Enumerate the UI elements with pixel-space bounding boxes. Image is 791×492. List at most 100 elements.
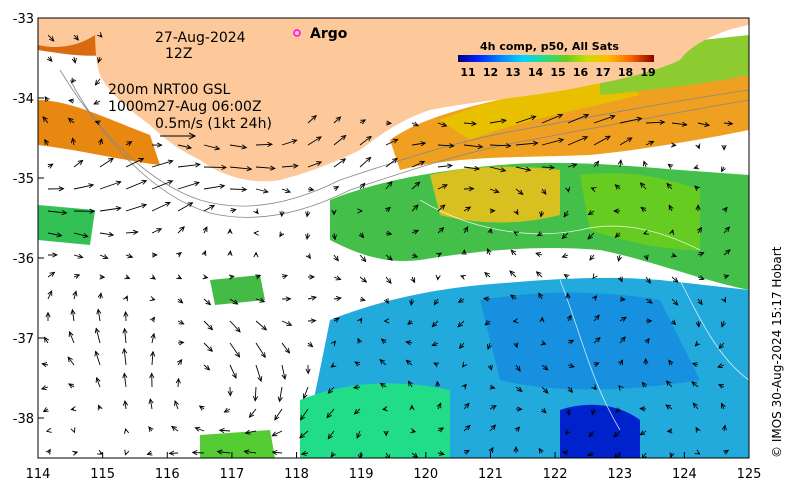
current-vector-head — [97, 57, 103, 64]
current-vector-head — [487, 364, 493, 371]
current-vector-head — [704, 122, 711, 128]
current-vector-head — [695, 426, 701, 433]
current-vector — [484, 272, 491, 278]
current-vector-head — [357, 317, 363, 324]
current-vector-head — [241, 144, 248, 150]
current-vector — [99, 181, 121, 190]
y-tick-label: -34 — [13, 92, 34, 107]
current-vector-head — [176, 274, 183, 280]
current-vector-head — [72, 450, 79, 456]
current-vector-head — [465, 206, 472, 212]
bathymetry-contours — [59, 69, 749, 218]
current-vector — [515, 142, 538, 146]
current-vector-head — [500, 118, 507, 124]
colorbar-tick-label: 12 — [483, 66, 498, 79]
current-vector — [217, 451, 231, 454]
current-vector-head — [626, 137, 633, 143]
current-vector — [541, 114, 563, 124]
x-tick-label: 124 — [672, 467, 697, 482]
x-tick-label: 115 — [90, 467, 115, 482]
current-vector-head — [97, 292, 103, 299]
current-vector — [203, 298, 211, 305]
current-vector-head — [694, 449, 701, 455]
current-vector-head — [379, 382, 386, 388]
current-vector — [281, 342, 290, 354]
current-vector — [593, 161, 599, 168]
current-vector-head — [335, 296, 342, 302]
current-vector — [333, 276, 341, 280]
current-vector-head — [405, 359, 412, 366]
current-vector-head — [267, 141, 274, 148]
current-vector-head — [484, 320, 491, 326]
current-vector — [95, 78, 101, 86]
current-vector-head — [330, 340, 336, 347]
current-vector-head — [308, 186, 315, 192]
current-vector-head — [721, 166, 726, 173]
current-vector-head — [255, 274, 262, 280]
current-vector-head — [493, 188, 500, 194]
current-vector — [717, 364, 725, 368]
current-vector — [463, 122, 476, 125]
current-vector — [541, 364, 548, 371]
current-vector-head — [515, 365, 521, 372]
x-tick-label: 125 — [737, 467, 762, 482]
current-vector-head — [691, 381, 697, 387]
current-vector — [255, 298, 265, 303]
current-vector-head — [241, 186, 248, 193]
current-vector-head — [487, 227, 493, 234]
current-vector-head — [387, 255, 393, 261]
current-vector-head — [293, 163, 299, 169]
current-vector-head — [438, 427, 445, 433]
current-vector-head — [70, 427, 76, 434]
current-vector — [255, 166, 275, 169]
current-vector-head — [202, 226, 208, 233]
current-vector-head — [512, 318, 519, 324]
current-vector-head — [89, 208, 96, 214]
current-vector-head — [150, 274, 157, 280]
current-vector-head — [74, 274, 81, 279]
scale-arrow-head — [188, 132, 197, 140]
current-vector — [510, 294, 517, 300]
current-vector-head — [207, 346, 213, 353]
current-vector-head — [148, 426, 154, 432]
current-vector-head — [352, 384, 359, 390]
current-vector — [615, 184, 621, 190]
current-vector-head — [639, 406, 646, 412]
current-vector — [458, 298, 465, 303]
current-vector — [255, 364, 262, 382]
current-vector-head — [357, 337, 363, 344]
current-vector — [536, 271, 543, 278]
current-vector — [299, 430, 309, 439]
current-vector-head — [246, 166, 253, 172]
current-vector — [254, 386, 257, 401]
current-vector-head — [178, 340, 185, 346]
current-vector — [73, 254, 83, 258]
current-vector-head — [457, 321, 463, 328]
current-vector — [203, 144, 220, 150]
current-vector — [588, 210, 595, 215]
current-vector-head — [71, 77, 77, 84]
current-vector — [614, 452, 621, 458]
current-vector-head — [70, 137, 76, 144]
y-tick-label: -33 — [13, 12, 34, 27]
current-vector-head — [123, 295, 128, 302]
current-vector-head — [490, 424, 497, 431]
current-vector-head — [70, 406, 77, 412]
current-vector — [125, 180, 147, 190]
current-vector-head — [642, 229, 649, 235]
current-vector-head — [644, 337, 650, 344]
current-vector-head — [723, 449, 730, 455]
current-vector-head — [243, 449, 250, 455]
current-vector — [411, 452, 418, 458]
current-vector — [333, 297, 341, 300]
x-tick-label: 123 — [607, 467, 632, 482]
current-vector-head — [244, 429, 251, 435]
current-vector-head — [281, 374, 287, 381]
current-vector — [567, 386, 573, 393]
current-vector-head — [99, 274, 106, 280]
current-vector-head — [561, 233, 568, 240]
current-vector — [541, 386, 549, 394]
current-vector-head — [316, 161, 323, 166]
current-vector-head — [156, 142, 163, 148]
current-vector — [411, 142, 426, 146]
